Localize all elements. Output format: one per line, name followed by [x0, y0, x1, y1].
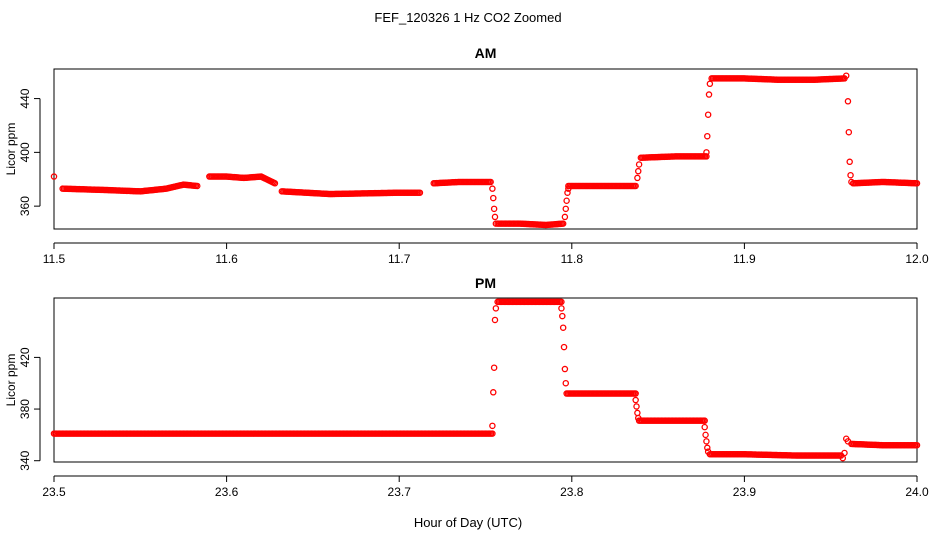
am-x-tick-label: 11.9 — [733, 252, 756, 266]
am-data-point — [564, 189, 571, 196]
am-data-point — [490, 194, 497, 202]
pm-data-point — [702, 431, 709, 439]
pm-data-point — [703, 438, 710, 445]
am-y-tick-label: 400 — [18, 142, 32, 162]
pm-y-axis-label: Licor ppm — [4, 354, 18, 407]
pm-x-tick-label: 23.9 — [733, 485, 757, 499]
am-data-point — [271, 180, 279, 187]
am-x-tick-label: 11.8 — [561, 252, 584, 266]
pm-x-tick-label: 23.6 — [215, 485, 239, 499]
am-data-point — [913, 180, 921, 187]
pm-data-point — [632, 390, 639, 397]
pm-data-point — [489, 422, 496, 430]
pm-data-point — [490, 389, 497, 396]
pm-data-point — [558, 298, 565, 306]
am-data-point — [50, 173, 58, 180]
figure-title: FEF_120326 1 Hz CO2 Zoomed — [374, 10, 561, 25]
pm-data-point — [491, 316, 499, 324]
pm-x-tick-label: 23.5 — [42, 485, 66, 499]
am-data-points — [50, 72, 921, 229]
pm-chart-title: PM — [475, 275, 496, 291]
pm-data-point — [490, 364, 498, 371]
pm-data-point — [632, 396, 639, 404]
am-data-point — [490, 205, 498, 213]
am-data-point — [563, 197, 570, 205]
am-data-point — [847, 171, 854, 179]
pm-data-point — [701, 417, 708, 424]
pm-data-point — [562, 379, 570, 387]
am-data-point — [845, 128, 853, 136]
am-data-point — [703, 149, 710, 156]
am-plot-frame — [53, 68, 918, 230]
am-y-tick-label: 360 — [18, 196, 32, 216]
am-data-point — [559, 220, 567, 227]
pm-data-point — [701, 423, 708, 431]
am-y-tick-label: 440 — [18, 88, 32, 108]
pm-data-point — [561, 365, 569, 373]
am-data-point — [194, 182, 201, 190]
pm-x-tick-label: 24.0 — [905, 485, 929, 499]
am-data-point — [561, 213, 569, 221]
am-data-point — [842, 72, 850, 79]
am-data-point — [634, 174, 641, 182]
am-x-tick-label: 11.5 — [43, 252, 66, 266]
pm-panel: PM 23.5 23.6 23.7 23.8 23.9 24.0 340 380 420Licor… — [4, 275, 929, 499]
am-data-point — [487, 178, 494, 186]
pm-x-tick-label: 23.7 — [388, 485, 412, 499]
pm-data-points — [50, 298, 921, 462]
am-chart-title: AM — [475, 45, 497, 61]
am-data-point — [491, 213, 499, 221]
pm-data-point — [913, 441, 921, 449]
am-x-tick-label: 11.6 — [215, 252, 238, 266]
pm-data-point — [558, 305, 565, 312]
am-y-axis-label: Licor ppm — [4, 123, 18, 176]
pm-data-point — [559, 312, 566, 320]
pm-data-point — [633, 403, 640, 410]
am-data-point — [635, 167, 642, 175]
am-data-point — [705, 91, 713, 98]
am-data-point — [844, 98, 852, 105]
am-x-tick-label: 12.0 — [905, 252, 929, 266]
pm-data-point — [560, 343, 568, 351]
am-data-point — [706, 80, 714, 88]
pm-y-tick-label: 380 — [18, 399, 32, 419]
am-data-point — [489, 185, 496, 192]
am-data-point — [562, 205, 570, 213]
pm-data-point — [634, 409, 641, 417]
am-panel: AM 11.5 11.6 11.7 11.8 11.9 12.0 360 400 440 Licor… — [4, 45, 929, 266]
pm-data-point — [559, 324, 567, 331]
pm-plot-frame — [53, 297, 918, 463]
pm-data-point — [492, 305, 500, 312]
pm-y-tick-label: 420 — [18, 347, 32, 367]
am-data-point — [846, 158, 853, 166]
pm-data-point — [841, 449, 848, 457]
pm-data-point — [704, 444, 711, 452]
am-data-point — [635, 161, 643, 168]
pm-y-tick-label: 340 — [18, 450, 32, 470]
am-data-point — [703, 153, 710, 160]
figure-x-label: Hour of Day (UTC) — [414, 515, 522, 530]
pm-x-tick-label: 23.8 — [560, 485, 584, 499]
pm-data-point — [489, 430, 496, 437]
am-data-point — [632, 182, 639, 190]
am-data-point — [704, 132, 711, 140]
am-data-point — [704, 111, 712, 118]
am-x-tick-label: 11.7 — [388, 252, 411, 266]
am-data-point — [416, 189, 424, 196]
